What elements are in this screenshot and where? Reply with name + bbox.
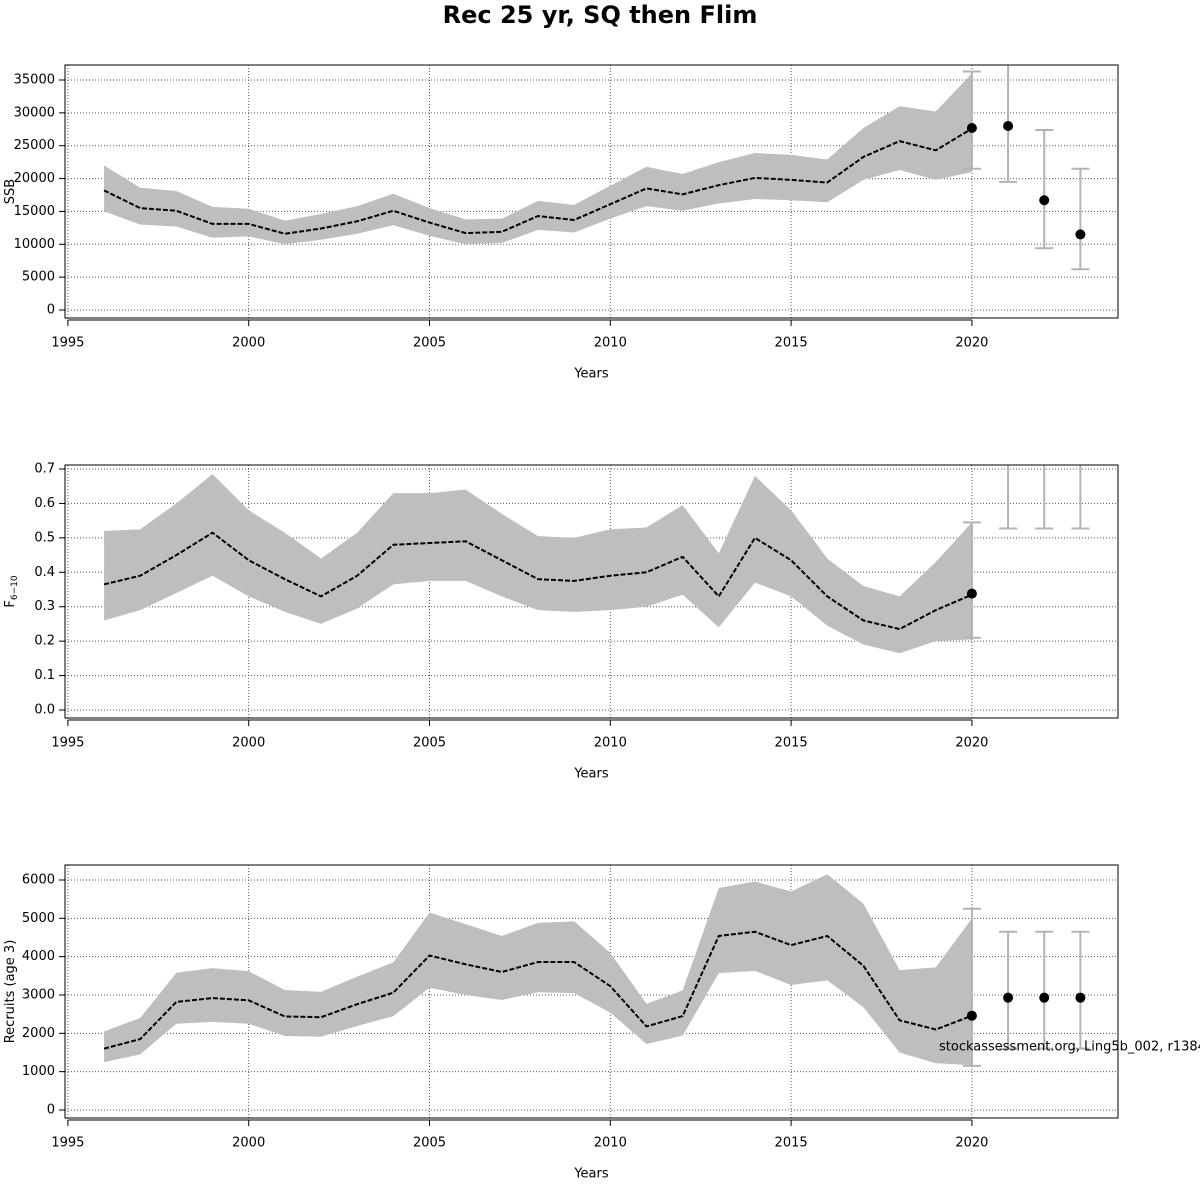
confidence-band	[104, 874, 972, 1066]
estimate-line	[103, 531, 973, 631]
x-tick-label: 2010	[594, 336, 627, 351]
forecast-point	[1003, 121, 1014, 132]
y-tick-label: 30000	[14, 105, 55, 120]
x-axis-label: Years	[573, 767, 609, 782]
x-tick-label: 2010	[594, 1136, 627, 1151]
y-tick-label: 2000	[22, 1026, 55, 1041]
y-tick-label: 4000	[22, 949, 55, 964]
y-tick-label: 0.2	[34, 634, 55, 649]
y-tick-label: 15000	[14, 204, 55, 219]
y-tick-label: 20000	[14, 171, 55, 186]
y-tick-label: 1000	[22, 1064, 55, 1079]
y-tick-label: 35000	[14, 73, 55, 88]
forecast-point	[1075, 992, 1086, 1003]
panel: 0 5000 10000 15000 20000 25000 30000 35000 1995 2…	[3, 64, 1119, 382]
forecast-point	[966, 1010, 977, 1021]
x-axis-label: Years	[573, 1167, 609, 1182]
x-tick-label: 2000	[232, 1136, 265, 1151]
forecast-point	[1075, 229, 1086, 240]
x-tick-label: 2015	[775, 736, 808, 751]
x-tick-label: 2005	[413, 736, 446, 751]
estimate-line	[103, 930, 973, 1050]
plot-frame	[64, 464, 1119, 719]
y-axis-label-main: Recruits (age 3)	[3, 940, 18, 1044]
y-tick-label: 0.4	[34, 565, 55, 580]
plot-frame	[64, 864, 1119, 1119]
x-tick-label: 1995	[51, 1136, 84, 1151]
estimate-line	[103, 127, 973, 235]
y-tick-label: 0.3	[34, 599, 55, 614]
y-tick-label: 0.5	[34, 530, 55, 545]
y-axis-label-main: SSB	[3, 179, 18, 204]
forecast-point	[1039, 992, 1050, 1003]
forecast-point	[1003, 992, 1014, 1003]
y-axis-label: F6−10	[3, 575, 20, 607]
confidence-band	[104, 73, 972, 245]
y-tick-label: 0	[47, 1102, 55, 1117]
x-tick-label: 2010	[594, 736, 627, 751]
y-tick-label: 3000	[22, 987, 55, 1002]
x-tick-label: 2020	[955, 736, 988, 751]
confidence-band	[104, 474, 972, 654]
forecast-point	[966, 588, 977, 599]
plot-area	[103, 65, 1090, 271]
panel: 0 1000 2000 3000 4000 5000 6000 1995 2000 2005 201…	[3, 864, 1200, 1182]
y-axis-label-sub: 6−10	[10, 575, 20, 600]
y-tick-label: 0.0	[34, 703, 55, 718]
plot-frame	[64, 64, 1119, 319]
y-axis-label: Recruits (age 3)	[3, 940, 18, 1044]
y-axis-label-main: F	[3, 600, 18, 607]
y-tick-label: 25000	[14, 138, 55, 153]
forecast-point	[966, 122, 977, 133]
x-tick-label: 2005	[413, 336, 446, 351]
plot-area	[103, 874, 1090, 1067]
forecast-point	[1039, 195, 1050, 206]
y-tick-label: 0.6	[34, 496, 55, 511]
y-tick-label: 0	[47, 303, 55, 318]
x-tick-label: 2005	[413, 1136, 446, 1151]
plot-area	[103, 465, 1090, 654]
x-tick-label: 2015	[775, 336, 808, 351]
y-tick-label: 6000	[22, 872, 55, 887]
panel: 0.0 0.1 0.2 0.3 0.4 0.5 0.6 0.7 1995 2000 2005 2010…	[3, 461, 1119, 782]
annotation: stockassessment.org, Ling5b_002, r13844 …	[939, 1040, 1200, 1055]
y-tick-label: 0.7	[34, 461, 55, 476]
y-tick-label: 0.1	[34, 668, 55, 683]
y-axis-label: SSB	[3, 179, 18, 204]
y-tick-label: 5000	[22, 270, 55, 285]
y-tick-label: 10000	[14, 237, 55, 252]
x-axis-label: Years	[573, 367, 609, 382]
y-tick-label: 5000	[22, 911, 55, 926]
x-tick-label: 2020	[955, 1136, 988, 1151]
chart-title: Rec 25 yr, SQ then Flim	[443, 1, 758, 29]
x-tick-label: 2015	[775, 1136, 808, 1151]
x-tick-label: 2020	[955, 336, 988, 351]
x-tick-label: 1995	[51, 336, 84, 351]
x-tick-label: 2000	[232, 336, 265, 351]
x-tick-label: 2000	[232, 736, 265, 751]
x-tick-label: 1995	[51, 736, 84, 751]
